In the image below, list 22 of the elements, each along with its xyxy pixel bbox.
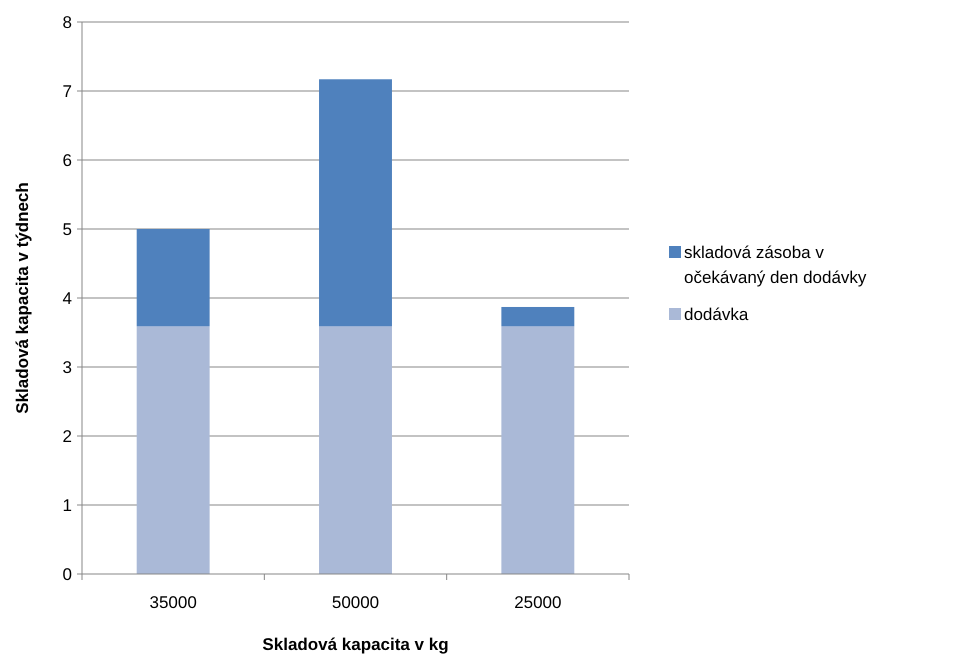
y-axis-title: Skladová kapacita v týdnech xyxy=(13,182,32,414)
y-tick-label: 5 xyxy=(62,220,72,239)
y-tick-label: 7 xyxy=(62,82,72,101)
bar xyxy=(136,229,210,326)
bar xyxy=(501,326,574,574)
y-tick-label: 3 xyxy=(62,358,72,377)
bar xyxy=(501,306,574,326)
y-tick-label: 8 xyxy=(62,12,72,32)
bar xyxy=(319,326,392,574)
x-axis-title: Skladová kapacita v kg xyxy=(262,635,449,654)
x-tick-label: 25000 xyxy=(514,593,562,612)
legend-label: skladová zásoba v očekávaný den dodávky xyxy=(684,243,867,287)
y-tick-label: 2 xyxy=(62,426,72,446)
x-tick-label: 50000 xyxy=(332,593,380,612)
x-tick-label: 35000 xyxy=(150,593,197,612)
y-tick-label: 4 xyxy=(62,288,72,308)
y-tick-label: 1 xyxy=(62,496,72,515)
bar xyxy=(319,79,392,326)
bar xyxy=(136,326,210,574)
y-tick-label: 0 xyxy=(62,564,72,584)
legend-label: dodávka xyxy=(684,305,749,324)
y-tick-label: 6 xyxy=(62,150,72,170)
